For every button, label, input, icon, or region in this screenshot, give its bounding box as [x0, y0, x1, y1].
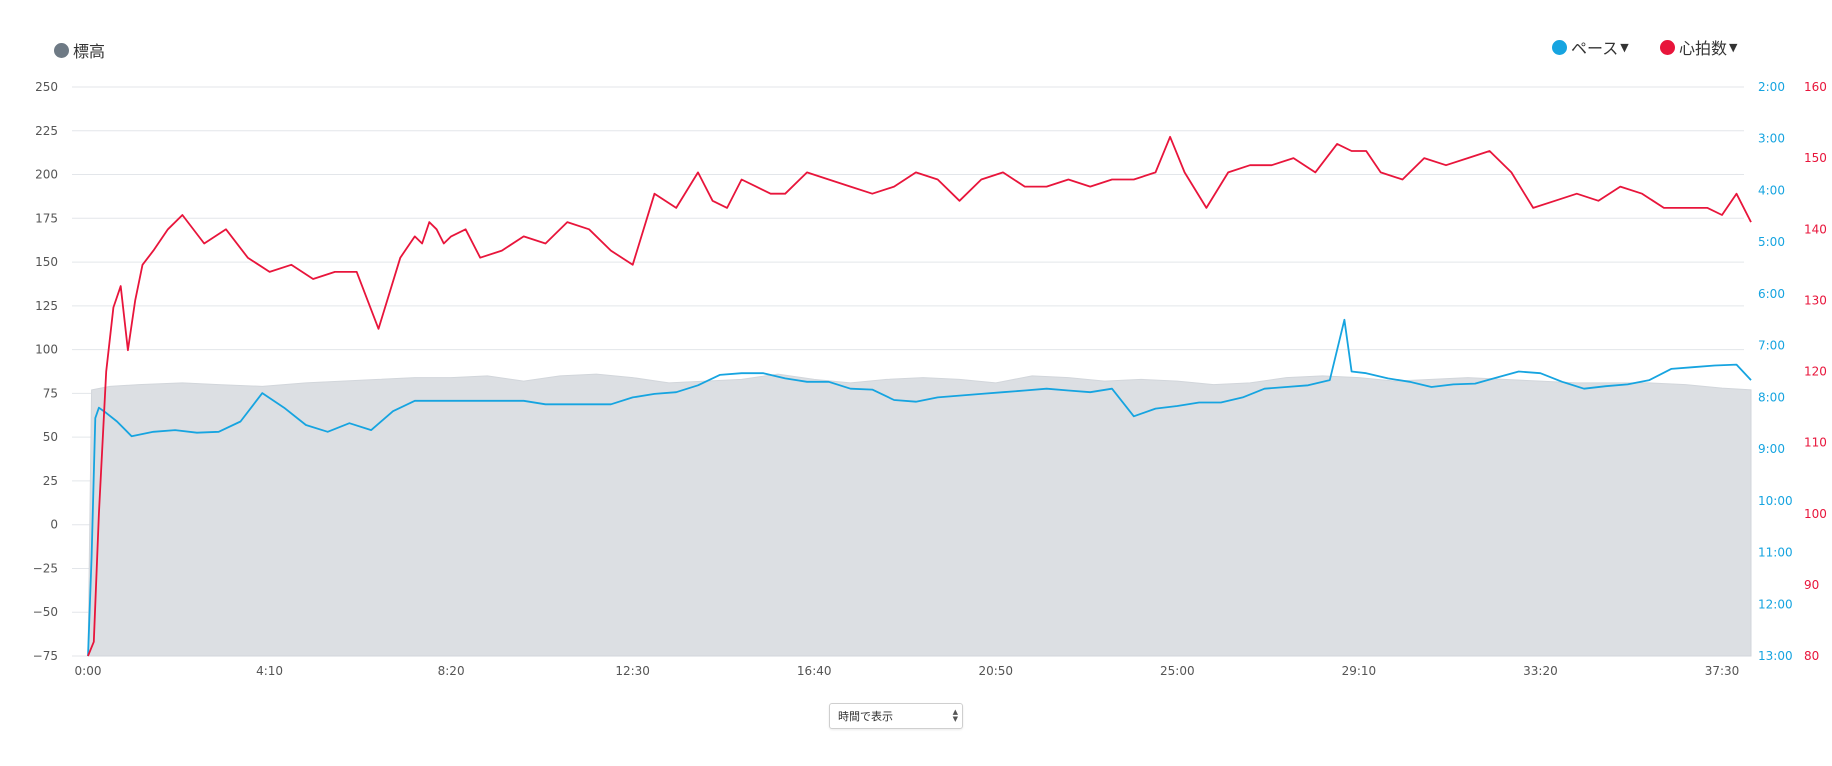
elevation-tick-label: 75	[43, 386, 58, 400]
elevation-tick-label: 50	[43, 430, 58, 444]
elevation-tick-label: −50	[33, 605, 58, 619]
heart-rate-dot-icon	[1660, 39, 1675, 55]
heart-rate-line	[87, 135, 1752, 657]
pace-tick-label: 8:00	[1758, 390, 1785, 404]
legend-pace-label: ペース	[1571, 39, 1619, 58]
pace-tick-label: 10:00	[1758, 494, 1793, 508]
select-arrows-icon: ▲ ▼	[952, 708, 958, 723]
series-lines-layer	[87, 135, 1752, 657]
x-tick-label: 0:00	[75, 664, 102, 678]
elevation-tick-label: 250	[35, 80, 58, 94]
x-tick-label: 16:40	[797, 664, 832, 678]
heart-rate-tick-label: 110	[1804, 436, 1827, 450]
elevation-tick-label: −25	[33, 561, 58, 575]
heart-rate-tick-label: 140	[1804, 222, 1827, 236]
x-tick-label: 20:50	[978, 664, 1013, 678]
heart-rate-dropdown-caret-icon[interactable]: ▼	[1729, 40, 1738, 54]
pace-tick-label: 7:00	[1758, 339, 1785, 353]
pace-tick-label: 11:00	[1758, 546, 1793, 560]
pace-tick-label: 9:00	[1758, 442, 1785, 456]
view-mode-select[interactable]: 時間で表示 ▲ ▼	[829, 703, 963, 729]
heart-rate-tick-label: 120	[1804, 365, 1827, 379]
elevation-tick-label: 0	[50, 518, 58, 532]
elevation-tick-label: 100	[35, 343, 58, 357]
legend-heart-rate[interactable]: 心拍数 ▼	[1660, 35, 1737, 59]
x-tick-label: 4:10	[256, 664, 283, 678]
view-mode-select-value: 時間で表示	[838, 710, 893, 723]
legend-elevation[interactable]: 標高	[54, 38, 105, 62]
elevation-tick-label: 200	[35, 168, 58, 182]
pace-line	[87, 318, 1752, 657]
elevation-tick-label: 225	[35, 124, 58, 138]
heart-rate-tick-label: 80	[1804, 649, 1819, 663]
x-tick-label: 37:30	[1705, 664, 1740, 678]
heart-rate-tick-label: 150	[1804, 151, 1827, 165]
axis-labels-layer: 2502252001751501251007550250−25−50−752:0…	[33, 80, 1827, 678]
pace-tick-label: 6:00	[1758, 287, 1785, 301]
heart-rate-tick-label: 100	[1804, 507, 1827, 521]
legend-heart-rate-label: 心拍数	[1679, 39, 1728, 58]
pace-tick-label: 3:00	[1758, 132, 1785, 146]
pace-dot-icon	[1552, 39, 1567, 55]
x-tick-label: 25:00	[1160, 664, 1195, 678]
heart-rate-tick-label: 160	[1804, 80, 1827, 94]
legend-pace[interactable]: ペース ▼	[1552, 35, 1629, 59]
pace-tick-label: 5:00	[1758, 235, 1785, 249]
x-tick-label: 33:20	[1523, 664, 1558, 678]
elevation-area	[87, 373, 1752, 657]
heart-rate-tick-label: 90	[1804, 578, 1819, 592]
heart-rate-tick-label: 130	[1804, 293, 1827, 307]
elevation-tick-label: 125	[35, 299, 58, 313]
elevation-tick-label: 175	[35, 211, 58, 225]
elevation-tick-label: 150	[35, 255, 58, 269]
elevation-tick-label: −75	[33, 649, 58, 663]
elevation-area-layer	[87, 373, 1752, 657]
pace-tick-label: 13:00	[1758, 649, 1793, 663]
pace-tick-label: 4:00	[1758, 183, 1785, 197]
elevation-tick-label: 25	[43, 474, 58, 488]
elevation-dot-icon	[54, 42, 69, 58]
pace-tick-label: 12:00	[1758, 597, 1793, 611]
x-tick-label: 29:10	[1342, 664, 1377, 678]
x-tick-label: 8:20	[438, 664, 465, 678]
legend-elevation-label: 標高	[73, 42, 106, 61]
pace-tick-label: 2:00	[1758, 80, 1785, 94]
x-tick-label: 12:30	[615, 664, 650, 678]
pace-dropdown-caret-icon[interactable]: ▼	[1620, 40, 1629, 54]
